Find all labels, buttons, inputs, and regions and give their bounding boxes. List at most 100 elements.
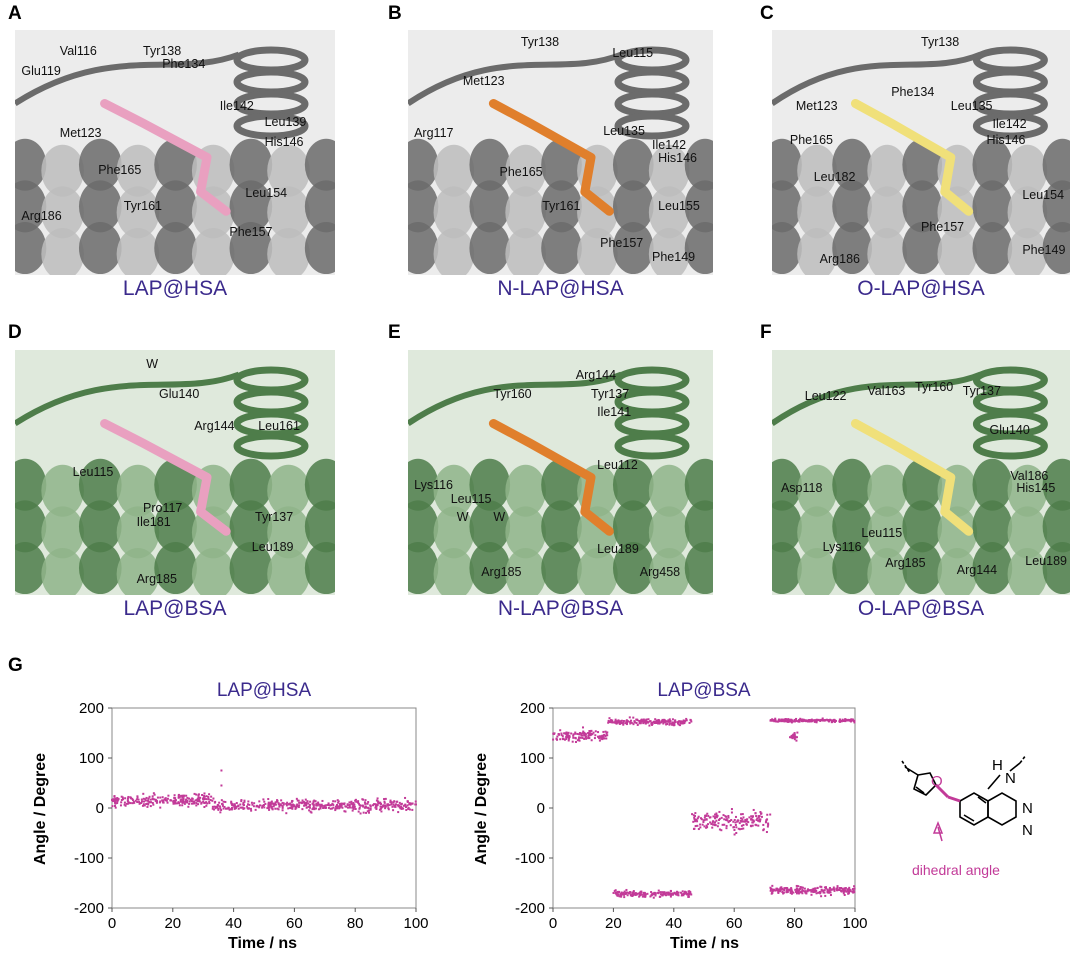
data-point xyxy=(353,805,356,808)
data-point xyxy=(660,720,663,723)
data-point xyxy=(671,723,674,726)
data-point xyxy=(314,800,317,803)
data-point xyxy=(188,802,191,805)
data-point xyxy=(690,720,693,723)
data-point xyxy=(654,892,657,895)
data-point xyxy=(317,802,320,805)
data-point xyxy=(801,718,804,721)
data-point xyxy=(281,801,284,804)
data-point xyxy=(682,894,685,897)
data-point xyxy=(677,723,680,726)
data-point xyxy=(622,893,625,896)
data-point xyxy=(669,889,672,892)
data-point xyxy=(799,717,802,720)
panel-caption-b: N-LAP@HSA xyxy=(497,277,624,300)
data-point xyxy=(821,719,824,722)
data-point xyxy=(359,812,362,815)
data-point xyxy=(689,718,692,721)
data-point xyxy=(631,893,634,896)
data-point xyxy=(198,798,201,801)
residue-label: Arg185 xyxy=(136,572,177,587)
data-point xyxy=(156,796,159,799)
data-point xyxy=(612,891,615,894)
data-point xyxy=(364,802,367,805)
data-point xyxy=(775,720,778,723)
residue-label: Arg144 xyxy=(194,418,235,433)
data-point xyxy=(276,807,279,810)
data-point xyxy=(319,805,322,808)
data-point xyxy=(668,723,671,726)
data-point xyxy=(804,891,807,894)
data-point xyxy=(242,801,245,804)
residue-label: W xyxy=(146,356,158,371)
data-point xyxy=(352,802,355,805)
data-point xyxy=(696,817,699,820)
data-point xyxy=(372,803,375,806)
data-point xyxy=(261,806,264,809)
data-point xyxy=(683,721,686,724)
data-point xyxy=(215,805,218,808)
data-point xyxy=(833,718,836,721)
data-point xyxy=(588,737,591,740)
data-point xyxy=(816,886,819,889)
data-point xyxy=(817,718,820,721)
data-point xyxy=(174,799,177,802)
residue-label: Leu112 xyxy=(597,457,638,472)
data-point xyxy=(369,805,372,808)
data-point xyxy=(629,891,632,894)
data-point xyxy=(197,796,200,799)
data-point xyxy=(669,720,672,723)
data-point xyxy=(128,801,131,804)
data-point xyxy=(601,738,604,741)
data-point xyxy=(266,807,269,810)
data-point xyxy=(798,889,801,892)
data-point xyxy=(740,813,743,816)
data-point xyxy=(296,799,299,802)
chart-title-hsa: LAP@HSA xyxy=(216,680,312,701)
data-point xyxy=(726,819,729,822)
y-tick-label: 0 xyxy=(96,800,104,817)
data-point xyxy=(307,805,310,808)
data-point xyxy=(814,889,817,892)
data-point xyxy=(312,801,315,804)
data-point xyxy=(833,889,836,892)
residue-label: Leu135 xyxy=(950,98,993,113)
data-point xyxy=(733,828,736,831)
data-point xyxy=(304,804,307,807)
data-point xyxy=(336,799,339,802)
data-point xyxy=(242,804,245,807)
data-point xyxy=(390,802,393,805)
data-point xyxy=(377,802,380,805)
data-point xyxy=(164,797,167,800)
data-point xyxy=(127,795,130,798)
residue-label: Tyr138 xyxy=(921,34,960,49)
data-point xyxy=(335,803,338,806)
residue-label: Glu119 xyxy=(21,64,61,79)
data-point xyxy=(794,736,797,739)
data-point xyxy=(234,806,237,809)
data-point xyxy=(183,794,186,797)
data-point xyxy=(849,890,852,893)
data-point xyxy=(748,816,751,819)
data-point xyxy=(658,721,661,724)
data-point xyxy=(707,814,710,817)
data-point xyxy=(714,821,717,824)
data-point xyxy=(795,739,798,742)
data-point xyxy=(651,721,654,724)
data-point xyxy=(386,804,389,807)
data-point xyxy=(324,804,327,807)
data-point xyxy=(735,826,738,829)
data-point xyxy=(121,796,124,799)
data-point xyxy=(641,895,644,898)
data-point xyxy=(841,887,844,890)
residue-label: Asp118 xyxy=(780,480,823,495)
data-point xyxy=(638,893,641,896)
data-point xyxy=(681,720,684,723)
data-point xyxy=(644,895,647,898)
data-point xyxy=(636,723,639,726)
data-point xyxy=(363,801,366,804)
data-point xyxy=(684,720,687,723)
data-point xyxy=(619,892,622,895)
data-point xyxy=(576,739,579,742)
data-point xyxy=(705,824,708,827)
